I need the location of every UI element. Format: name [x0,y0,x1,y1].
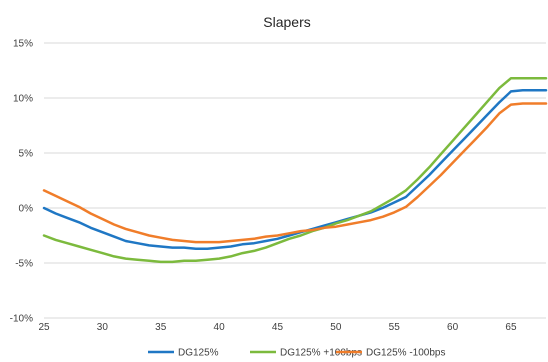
legend-label: DG125% +100bps [280,348,362,359]
x-tick-label: 60 [447,322,459,333]
y-tick-label: 0% [19,204,34,215]
series-line-3 [42,102,548,244]
x-tick-label: 55 [389,322,401,333]
x-tick-label: 65 [505,322,517,333]
series-line-2 [42,76,548,264]
x-tick-label: 50 [330,322,342,333]
y-tick-label: -5% [15,259,33,270]
series-line-1 [42,89,548,250]
chart-title: Slapers [263,14,310,30]
x-tick-label: 30 [97,322,109,333]
legend-label: DG125% -100bps [366,348,446,359]
x-tick-label: 40 [214,322,226,333]
legend: DG125% DG125% +100bps DG125% -100bps [148,348,446,359]
legend-label: DG125% [178,348,219,359]
y-tick-label: 15% [13,39,33,50]
x-tick-label: 25 [38,322,50,333]
series-lines [42,76,548,264]
grid: -10% -5% 0% 5% 10% 15% [10,39,546,325]
y-tick-label: 5% [19,149,34,160]
axes: 25 30 35 40 45 50 55 60 65 [38,322,517,333]
y-tick-label: -10% [10,314,33,325]
x-tick-label: 45 [272,322,284,333]
y-tick-label: 10% [13,94,33,105]
x-tick-label: 35 [155,322,167,333]
